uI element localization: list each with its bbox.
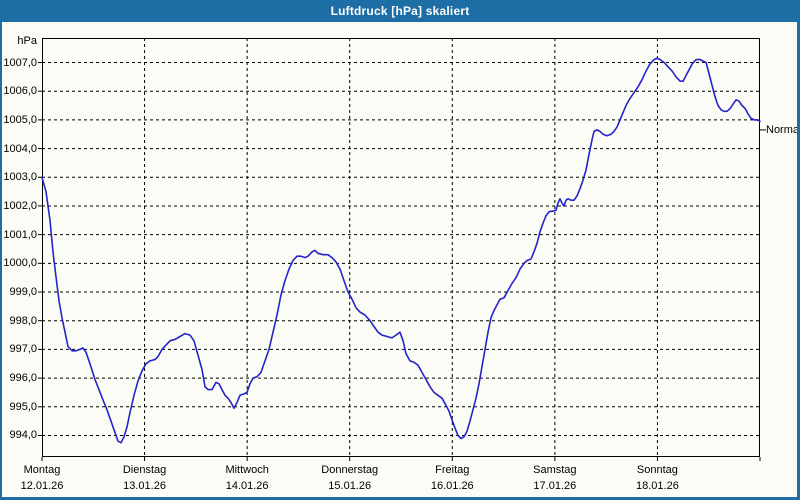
y-tick-label: 999,0 [9,286,37,299]
pressure-line-chart [38,38,766,461]
y-tick-label: 995,0 [9,400,37,413]
window-border-right [797,0,800,500]
window-title-text: Luftdruck [hPa] skaliert [330,4,470,18]
y-tick-label: 1007,0 [3,56,37,69]
x-tick-day-label: Montag [23,464,61,476]
x-tick-day-label: Samstag [533,464,577,476]
y-tick-label: 1000,0 [3,257,37,270]
y-tick-label: 998,0 [9,314,37,327]
x-tick-day-label: Sonntag [636,464,678,476]
window-border-left [0,0,2,500]
x-tick-date-label: 16.01.26 [430,480,474,492]
window-border-bottom [0,497,800,500]
y-axis-unit-label: hPa [17,35,37,47]
x-tick-date-label: 12.01.26 [20,480,64,492]
x-tick-date-label: 14.01.26 [225,480,269,492]
x-tick-date-label: 18.01.26 [636,480,679,492]
x-tick-day-label: Mittwoch [225,464,269,476]
y-tick-label: 1001,0 [3,228,37,241]
y-tick-label: 1005,0 [3,113,37,126]
x-tick-day-label: Dienstag [122,464,167,476]
y-tick-label: 1006,0 [3,85,37,98]
x-tick-day-label: Donnerstag [321,464,379,476]
y-tick-label: 996,0 [9,372,37,385]
pressure-series-line [41,57,761,444]
y-tick-label: 1002,0 [3,199,37,212]
y-tick-label: 1004,0 [3,142,37,155]
y-tick-label: 1003,0 [3,171,37,184]
plot-border [42,38,760,457]
y-tick-label: 997,0 [9,343,37,356]
normal-annotation-label: Normal [766,123,800,136]
x-tick-date-label: 17.01.26 [533,480,577,492]
x-tick-date-label: 15.01.26 [328,480,372,492]
x-tick-day-label: Freitag [435,464,470,476]
x-tick-date-label: 13.01.26 [123,480,166,492]
y-tick-label: 994,0 [9,429,37,442]
title-bar[interactable]: Luftdruck [hPa] skaliert [0,0,800,22]
